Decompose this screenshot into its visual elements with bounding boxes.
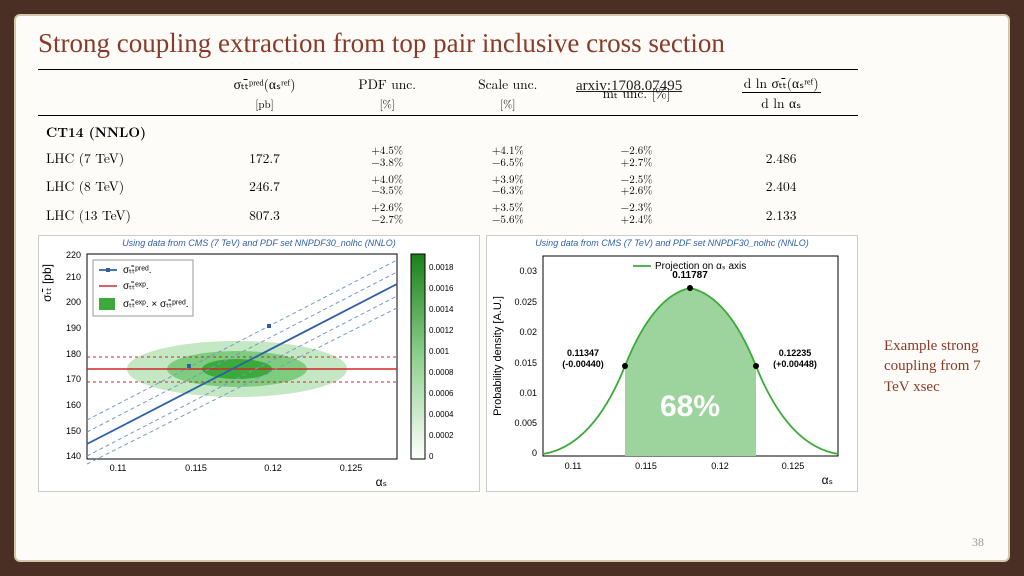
svg-text:0.001: 0.001 (429, 347, 450, 356)
slide-frame: Strong coupling extraction from top pair… (14, 14, 1010, 562)
page-number: 38 (972, 535, 984, 550)
svg-text:0.0004: 0.0004 (429, 410, 454, 419)
svg-text:0.12: 0.12 (711, 461, 729, 471)
col-sigma: σₜₜ̄ᵖʳᵉᵈ(αₛʳᵉᶠ) (234, 74, 296, 93)
svg-text:160: 160 (66, 400, 81, 410)
svg-text:αₛ: αₛ (822, 473, 833, 487)
svg-text:(-0.00440): (-0.00440) (562, 359, 604, 369)
svg-text:0.0012: 0.0012 (429, 326, 454, 335)
svg-text:0.12: 0.12 (264, 463, 282, 473)
svg-text:220: 220 (66, 250, 81, 260)
svg-text:σₜₜ̄ [pb]: σₜₜ̄ [pb] (40, 264, 54, 302)
arxiv-link[interactable]: arxiv:1708.07495 (576, 78, 682, 95)
svg-text:0: 0 (429, 452, 434, 461)
svg-text:140: 140 (66, 451, 81, 461)
svg-text:0.11: 0.11 (110, 463, 127, 473)
table-row: LHC (7 TeV) 172.7 +4.5%−3.8% +4.1%−6.5% … (38, 143, 858, 172)
svg-text:200: 200 (66, 297, 81, 307)
results-table: σₜₜ̄ᵖʳᵉᵈ(αₛʳᵉᶠ)[pb] PDF unc.[%] Scale un… (38, 69, 858, 229)
svg-text:0.005: 0.005 (514, 418, 537, 428)
left-chart-svg: 140 150 160 170 180 190 200 210 220 0.11… (39, 248, 479, 490)
svg-text:σₜₜ̄ᵉˣᵖ. × σₜₜ̄ᵖʳᵉᵈ.: σₜₜ̄ᵉˣᵖ. × σₜₜ̄ᵖʳᵉᵈ. (123, 299, 189, 310)
slide-title: Strong coupling extraction from top pair… (38, 26, 986, 61)
svg-text:0: 0 (532, 448, 537, 458)
alphas-projection-chart: Using data from CMS (7 TeV) and PDF set … (486, 235, 858, 492)
svg-text:210: 210 (66, 272, 81, 282)
svg-text:Projection on αₛ axis: Projection on αₛ axis (655, 261, 746, 272)
side-note: Example strong coupling from 7 TeV xsec (884, 336, 1000, 397)
svg-text:αₛ: αₛ (376, 475, 387, 489)
svg-text:0.03: 0.03 (519, 266, 537, 276)
svg-text:0.11: 0.11 (565, 461, 582, 471)
svg-text:150: 150 (66, 426, 81, 436)
svg-text:0.0016: 0.0016 (429, 284, 454, 293)
svg-text:σₜₜ̄ᵉˣᵖ.: σₜₜ̄ᵉˣᵖ. (123, 281, 149, 292)
svg-text:0.115: 0.115 (185, 463, 207, 473)
svg-text:170: 170 (66, 374, 81, 384)
svg-text:0.015: 0.015 (514, 358, 537, 368)
svg-text:(+0.00448): (+0.00448) (773, 359, 817, 369)
svg-text:0.0014: 0.0014 (429, 305, 454, 314)
svg-text:0.02: 0.02 (519, 327, 537, 337)
pdf-set-label: CT14 (NNLO) (38, 116, 858, 144)
svg-text:σₜₜ̄ᵖʳᵉᵈ.: σₜₜ̄ᵖʳᵉᵈ. (123, 265, 152, 276)
svg-text:0.01: 0.01 (519, 388, 537, 398)
svg-text:68%: 68% (660, 390, 720, 423)
svg-text:0.115: 0.115 (635, 461, 657, 471)
table-row: LHC (8 TeV) 246.7 +4.0%−3.5% +3.9%−6.3% … (38, 172, 858, 201)
svg-text:0.0006: 0.0006 (429, 389, 454, 398)
svg-text:0.125: 0.125 (340, 463, 363, 473)
table-row: LHC (13 TeV) 807.3 +2.6%−2.7% +3.5%−5.6%… (38, 200, 858, 229)
svg-text:0.0008: 0.0008 (429, 368, 454, 377)
svg-text:0.125: 0.125 (782, 461, 805, 471)
svg-text:Probability density [A.U.]: Probability density [A.U.] (492, 296, 504, 416)
sigma-vs-alphas-chart: Using data from CMS (7 TeV) and PDF set … (38, 235, 480, 492)
svg-text:0.0002: 0.0002 (429, 431, 454, 440)
svg-text:190: 190 (66, 323, 81, 333)
svg-text:0.0018: 0.0018 (429, 263, 454, 272)
svg-text:0.11347: 0.11347 (567, 348, 599, 358)
svg-text:0.025: 0.025 (514, 297, 537, 307)
svg-text:0.12235: 0.12235 (779, 348, 812, 358)
svg-text:180: 180 (66, 349, 81, 359)
